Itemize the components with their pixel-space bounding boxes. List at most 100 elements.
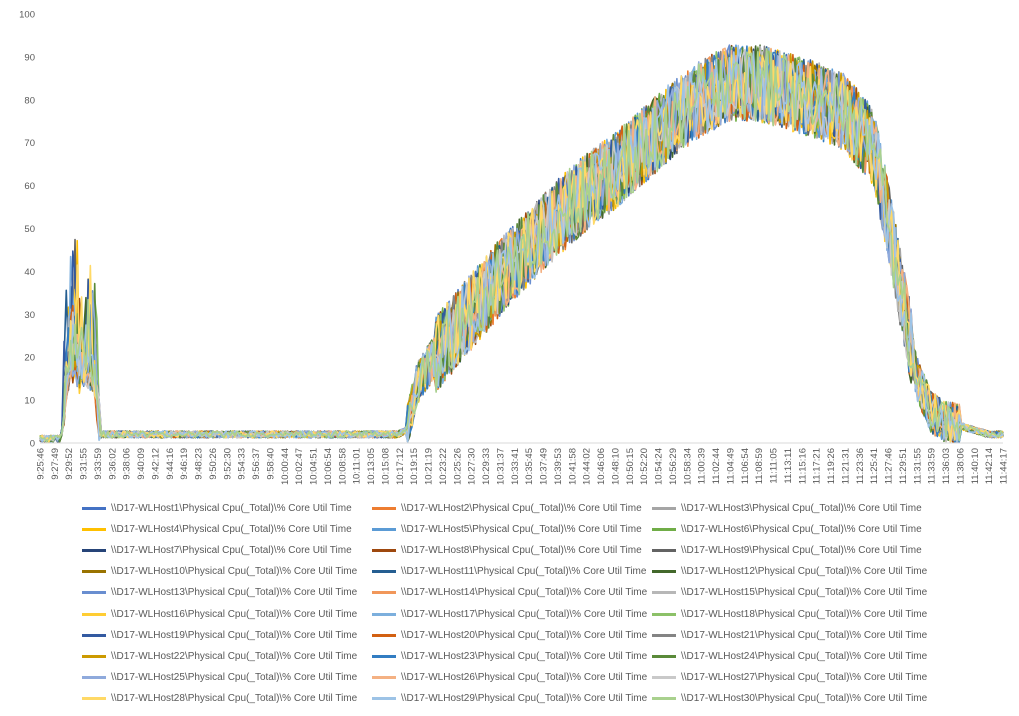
y-axis-tick-labels: 0 10 20 30 40 50 60 70 80 90 100	[19, 10, 35, 450]
x-tick-label: 10:04:51	[309, 448, 320, 485]
y-tick-label: 20	[24, 353, 35, 364]
legend-swatch	[82, 612, 106, 616]
x-tick-label: 11:38:06	[955, 448, 966, 484]
legend-swatch	[652, 506, 676, 510]
x-tick-label: 11:29:51	[898, 448, 909, 484]
x-tick-label: 11:31:55	[912, 448, 923, 484]
legend-swatch	[652, 676, 676, 680]
legend-label: \\D17-WLHost3\Physical Cpu(_Total)\% Cor…	[681, 502, 922, 514]
legend-label: \\D17-WLHost10\Physical Cpu(_Total)\% Co…	[111, 566, 358, 578]
y-tick-label: 40	[24, 267, 35, 278]
y-tick-label: 100	[19, 10, 35, 21]
x-tick-label: 11:19:26	[826, 448, 837, 484]
legend-swatch	[652, 654, 676, 658]
legend-swatch	[652, 548, 676, 552]
x-tick-label: 10:02:47	[294, 448, 305, 485]
x-tick-label: 10:19:15	[409, 448, 420, 485]
series-lines	[39, 44, 1004, 443]
legend-label: \\D17-WLHost13\Physical Cpu(_Total)\% Co…	[111, 587, 358, 599]
legend-swatch	[82, 570, 106, 574]
x-tick-label: 9:27:49	[50, 448, 61, 480]
legend-item: \\D17-WLHost4\Physical Cpu(_Total)\% Cor…	[82, 521, 352, 537]
legend-item: \\D17-WLHost3\Physical Cpu(_Total)\% Cor…	[652, 500, 922, 516]
legend-item: \\D17-WLHost6\Physical Cpu(_Total)\% Cor…	[652, 521, 922, 537]
y-tick-label: 60	[24, 181, 35, 192]
x-tick-label: 10:46:06	[596, 448, 607, 485]
legend-label: \\D17-WLHost7\Physical Cpu(_Total)\% Cor…	[111, 544, 352, 556]
legend-item: \\D17-WLHost24\Physical Cpu(_Total)\% Co…	[652, 648, 927, 664]
legend-swatch	[372, 697, 396, 701]
x-tick-label: 11:04:49	[725, 448, 736, 484]
legend-item: \\D17-WLHost18\Physical Cpu(_Total)\% Co…	[652, 606, 927, 622]
x-tick-label: 10:13:05	[366, 448, 377, 485]
legend-item: \\D17-WLHost20\Physical Cpu(_Total)\% Co…	[372, 627, 647, 643]
legend-swatch	[372, 676, 396, 680]
x-tick-label: 9:25:46	[36, 448, 47, 480]
x-tick-label: 10:15:08	[380, 448, 391, 485]
legend-item: \\D17-WLHost5\Physical Cpu(_Total)\% Cor…	[372, 521, 642, 537]
x-tick-label: 10:44:02	[582, 448, 593, 485]
legend-item: \\D17-WLHost25\Physical Cpu(_Total)\% Co…	[82, 670, 357, 686]
legend-item: \\D17-WLHost17\Physical Cpu(_Total)\% Co…	[372, 606, 647, 622]
x-tick-label: 10:37:49	[539, 448, 550, 485]
legend-label: \\D17-WLHost16\Physical Cpu(_Total)\% Co…	[111, 608, 358, 620]
legend-item: \\D17-WLHost30\Physical Cpu(_Total)\% Co…	[652, 691, 927, 707]
legend-item: \\D17-WLHost27\Physical Cpu(_Total)\% Co…	[652, 670, 927, 686]
x-tick-label: 10:54:24	[654, 448, 665, 485]
x-tick-label: 9:44:16	[165, 448, 176, 480]
x-tick-label: 9:33:59	[93, 448, 104, 480]
legend-item: \\D17-WLHost16\Physical Cpu(_Total)\% Co…	[82, 606, 357, 622]
x-tick-label: 11:17:21	[812, 448, 823, 484]
x-tick-label: 10:00:44	[280, 448, 291, 485]
x-tick-label: 11:11:05	[769, 448, 780, 484]
legend-label: \\D17-WLHost28\Physical Cpu(_Total)\% Co…	[111, 693, 358, 705]
legend-item: \\D17-WLHost13\Physical Cpu(_Total)\% Co…	[82, 585, 357, 601]
x-tick-label: 10:35:45	[524, 448, 535, 485]
legend-swatch	[652, 612, 676, 616]
x-tick-label: 10:21:19	[424, 448, 435, 485]
legend-label: \\D17-WLHost11\Physical Cpu(_Total)\% Co…	[401, 566, 647, 578]
legend-swatch	[372, 548, 396, 552]
legend-label: \\D17-WLHost5\Physical Cpu(_Total)\% Cor…	[401, 523, 642, 535]
x-tick-label: 9:54:33	[237, 448, 248, 480]
x-tick-label: 11:23:36	[855, 448, 866, 484]
legend-item: \\D17-WLHost23\Physical Cpu(_Total)\% Co…	[372, 648, 647, 664]
x-tick-label: 10:17:12	[395, 448, 406, 485]
legend-label: \\D17-WLHost8\Physical Cpu(_Total)\% Cor…	[401, 544, 642, 556]
x-tick-label: 10:06:54	[323, 448, 334, 485]
x-tick-label: 11:33:59	[927, 448, 938, 484]
legend-swatch	[82, 527, 106, 531]
legend-swatch	[372, 570, 396, 574]
x-tick-label: 11:06:54	[740, 448, 751, 484]
legend-item: \\D17-WLHost9\Physical Cpu(_Total)\% Cor…	[652, 542, 922, 558]
legend-item: \\D17-WLHost21\Physical Cpu(_Total)\% Co…	[652, 627, 927, 643]
legend-label: \\D17-WLHost22\Physical Cpu(_Total)\% Co…	[111, 650, 358, 662]
x-tick-label: 10:48:10	[610, 448, 621, 485]
legend-item: \\D17-WLHost26\Physical Cpu(_Total)\% Co…	[372, 670, 647, 686]
legend-item: \\D17-WLHost10\Physical Cpu(_Total)\% Co…	[82, 564, 357, 580]
legend-label: \\D17-WLHost2\Physical Cpu(_Total)\% Cor…	[401, 502, 642, 514]
x-tick-label: 9:50:26	[208, 448, 219, 480]
x-tick-label: 9:31:55	[79, 448, 90, 480]
legend-swatch	[652, 591, 676, 595]
legend-label: \\D17-WLHost15\Physical Cpu(_Total)\% Co…	[681, 587, 928, 599]
legend-label: \\D17-WLHost26\Physical Cpu(_Total)\% Co…	[401, 672, 648, 684]
x-tick-label: 9:52:30	[222, 448, 233, 480]
x-tick-label: 11:02:44	[711, 448, 722, 484]
x-axis-tick-labels: 9:25:46 9:27:49 9:29:52 9:31:55 9:33:59 9:36:…	[36, 448, 1010, 485]
legend-swatch	[82, 506, 106, 510]
legend-label: \\D17-WLHost25\Physical Cpu(_Total)\% Co…	[111, 672, 358, 684]
x-tick-label: 10:29:33	[481, 448, 492, 485]
y-tick-label: 50	[24, 224, 35, 235]
x-tick-label: 9:36:02	[107, 448, 118, 480]
legend-label: \\D17-WLHost17\Physical Cpu(_Total)\% Co…	[401, 608, 648, 620]
legend-item: \\D17-WLHost8\Physical Cpu(_Total)\% Cor…	[372, 542, 642, 558]
legend-label: \\D17-WLHost19\Physical Cpu(_Total)\% Co…	[111, 629, 358, 641]
x-tick-label: 9:38:06	[122, 448, 133, 480]
legend-item: \\D17-WLHost2\Physical Cpu(_Total)\% Cor…	[372, 500, 642, 516]
x-tick-label: 10:41:58	[567, 448, 578, 485]
line-chart: 0 10 20 30 40 50 60 70 80 90 100 9:25:46 9:27:49 9:2…	[19, 10, 1010, 485]
legend-swatch	[372, 591, 396, 595]
x-tick-label: 10:23:22	[438, 448, 449, 485]
legend-label: \\D17-WLHost1\Physical Cpu(_Total)\% Cor…	[111, 502, 352, 514]
